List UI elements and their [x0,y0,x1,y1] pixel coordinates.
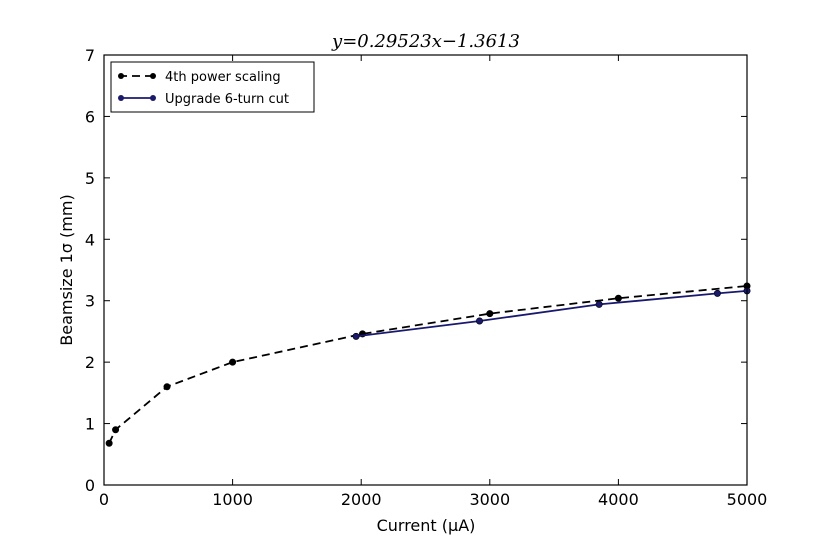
legend-marker [118,73,124,79]
legend-marker [118,95,124,101]
x-axis-label: Current (μA) [377,516,476,535]
x-tick-label: 2000 [341,490,382,509]
data-point [476,317,484,325]
data-point [486,310,494,318]
y-axis-label: Beamsize 1σ (mm) [57,194,76,345]
data-point [163,383,171,391]
x-tick-label: 1000 [212,490,253,509]
plot-area [105,282,751,447]
axis-ticks: 0 1000 2000 3000 4000 5000 0 1 2 3 4 5 6 7 [85,46,768,509]
chart-title: y=0.29523x−1.3613 [331,31,520,52]
legend: 4th power scaling Upgrade 6-turn cut [110,61,315,113]
data-point [229,358,237,366]
y-tick-label: 0 [85,476,95,495]
legend-marker [150,95,156,101]
y-tick-label: 5 [85,169,95,188]
y-tick-label: 1 [85,415,95,434]
x-tick-label: 3000 [469,490,510,509]
data-point [713,289,721,297]
y-tick-label: 4 [85,230,95,249]
legend-label: 4th power scaling [165,70,281,85]
plot-frame [103,54,748,486]
legend-label: Upgrade 6-turn cut [165,92,289,107]
x-tick-label: 5000 [727,490,768,509]
y-tick-label: 2 [85,353,95,372]
y-tick-label: 3 [85,292,95,311]
data-point [352,332,360,340]
legend-box [110,61,315,113]
x-tick-label: 4000 [598,490,639,509]
data-point [105,439,113,447]
data-point [112,426,120,434]
y-tick-label: 7 [85,46,95,65]
data-point [614,294,622,302]
x-tick-label: 0 [99,490,109,509]
legend-marker [150,73,156,79]
y-tick-label: 6 [85,107,95,126]
series-line [108,285,748,444]
series-line [355,289,748,338]
data-point [595,300,603,308]
